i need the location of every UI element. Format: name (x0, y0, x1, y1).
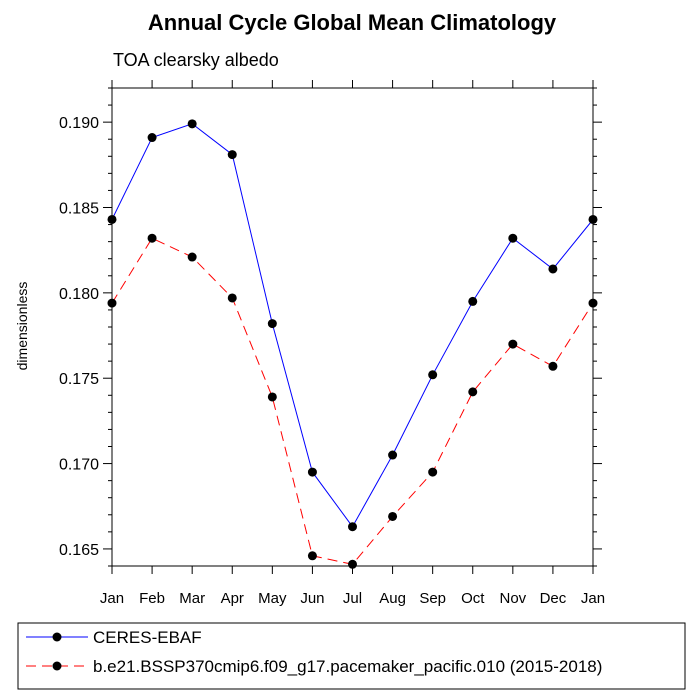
series-1-point (267, 392, 277, 402)
series-0-point (588, 214, 598, 224)
series-0-point (388, 450, 398, 460)
legend-entry-ceres: CERES-EBAF (26, 628, 202, 647)
series-0-point (548, 264, 558, 274)
series-layer (107, 119, 598, 569)
y-axis: 0.165 0.170 0.175 0.180 0.185 0.190 (59, 87, 602, 567)
x-tick-label: May (258, 590, 287, 607)
legend-box (17, 622, 686, 690)
x-axis: Jan Feb Mar Apr May Jun Jul Aug Sep Oct Nov Dec Jan (100, 80, 605, 607)
series-0-point (267, 319, 277, 329)
x-tick-label: Dec (540, 590, 567, 607)
series-0-point (227, 150, 237, 160)
y-tick-label: 0.190 (59, 115, 99, 132)
series-0-point (307, 467, 317, 477)
y-tick-label: 0.185 (59, 201, 99, 218)
plot-area (111, 87, 594, 567)
series-1-point (508, 339, 518, 349)
series-0-point (147, 133, 157, 143)
x-tick-label: Jan (100, 590, 124, 607)
series-1-point (107, 298, 117, 308)
series-0-point (428, 370, 438, 380)
legend-marker-ceres (52, 632, 62, 642)
x-tick-label: Jan (581, 590, 605, 607)
series-1-point (428, 467, 438, 477)
series-0-point (508, 233, 518, 243)
x-tick-label: Sep (419, 590, 446, 607)
x-tick-label: Aug (379, 590, 406, 607)
series-1-point (187, 252, 197, 262)
x-tick-label: Jul (343, 590, 362, 607)
y-axis-label: dimensionless (14, 282, 30, 371)
legend-label-ceres: CERES-EBAF (93, 628, 202, 647)
series-1-point (388, 511, 398, 521)
x-tick-label: Mar (179, 590, 205, 607)
x-tick-label: Feb (139, 590, 165, 607)
legend-marker-model (52, 661, 62, 671)
series-1-point (348, 559, 357, 569)
legend: CERES-EBAF b.e21.BSSP370cmip6.f09_g17.pa… (17, 622, 686, 690)
legend-entry-model: b.e21.BSSP370cmip6.f09_g17.pacemaker_pac… (26, 657, 602, 676)
series-line-1 (111, 237, 594, 565)
series-1-point (548, 361, 558, 371)
y-tick-label: 0.170 (59, 457, 99, 474)
y-tick-label: 0.180 (59, 286, 99, 303)
series-line-0 (111, 123, 594, 528)
series-1-point (468, 387, 478, 397)
series-0-point (348, 522, 357, 532)
series-0-point (107, 214, 117, 224)
x-tick-label: Nov (499, 590, 526, 607)
x-tick-label: Jun (300, 590, 324, 607)
series-1-point (147, 233, 157, 243)
legend-label-model: b.e21.BSSP370cmip6.f09_g17.pacemaker_pac… (93, 657, 602, 676)
series-0-point (187, 119, 197, 129)
series-0-point (468, 296, 478, 306)
plot-frame (111, 87, 594, 567)
chart-title: Annual Cycle Global Mean Climatology (148, 10, 557, 35)
series-1-point (307, 551, 317, 561)
x-tick-label: Apr (221, 590, 244, 607)
y-tick-label: 0.165 (59, 542, 99, 559)
y-tick-label: 0.175 (59, 371, 99, 388)
series-1-point (227, 293, 237, 303)
series-1-point (588, 298, 598, 308)
x-tick-label: Oct (461, 590, 485, 607)
chart-subtitle: TOA clearsky albedo (113, 50, 279, 70)
